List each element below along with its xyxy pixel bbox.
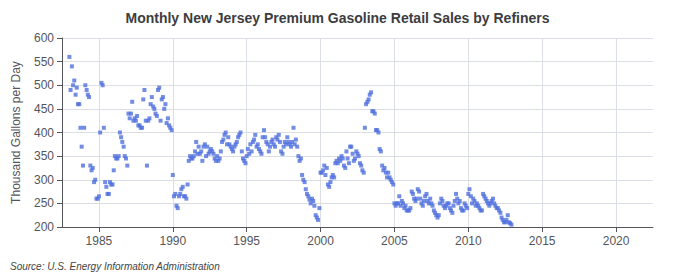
svg-text:550: 550	[34, 55, 54, 69]
svg-text:1990: 1990	[159, 234, 186, 248]
svg-text:Thousand Gallons per Day: Thousand Gallons per Day	[9, 61, 23, 204]
svg-text:250: 250	[34, 196, 54, 210]
svg-text:2015: 2015	[529, 234, 556, 248]
svg-text:Monthly New Jersey Premium Gas: Monthly New Jersey Premium Gasoline Reta…	[125, 10, 549, 26]
svg-text:2010: 2010	[455, 234, 482, 248]
svg-text:1995: 1995	[233, 234, 260, 248]
svg-text:2020: 2020	[603, 234, 630, 248]
svg-text:600: 600	[34, 31, 54, 45]
svg-text:300: 300	[34, 173, 54, 187]
svg-text:450: 450	[34, 102, 54, 116]
svg-text:2000: 2000	[307, 234, 334, 248]
svg-text:350: 350	[34, 149, 54, 163]
svg-text:200: 200	[34, 220, 54, 234]
svg-text:2005: 2005	[381, 234, 408, 248]
svg-text:400: 400	[34, 126, 54, 140]
svg-text:1985: 1985	[86, 234, 113, 248]
svg-text:Source: U.S. Energy Informatio: Source: U.S. Energy Information Administ…	[10, 261, 220, 272]
svg-text:500: 500	[34, 78, 54, 92]
